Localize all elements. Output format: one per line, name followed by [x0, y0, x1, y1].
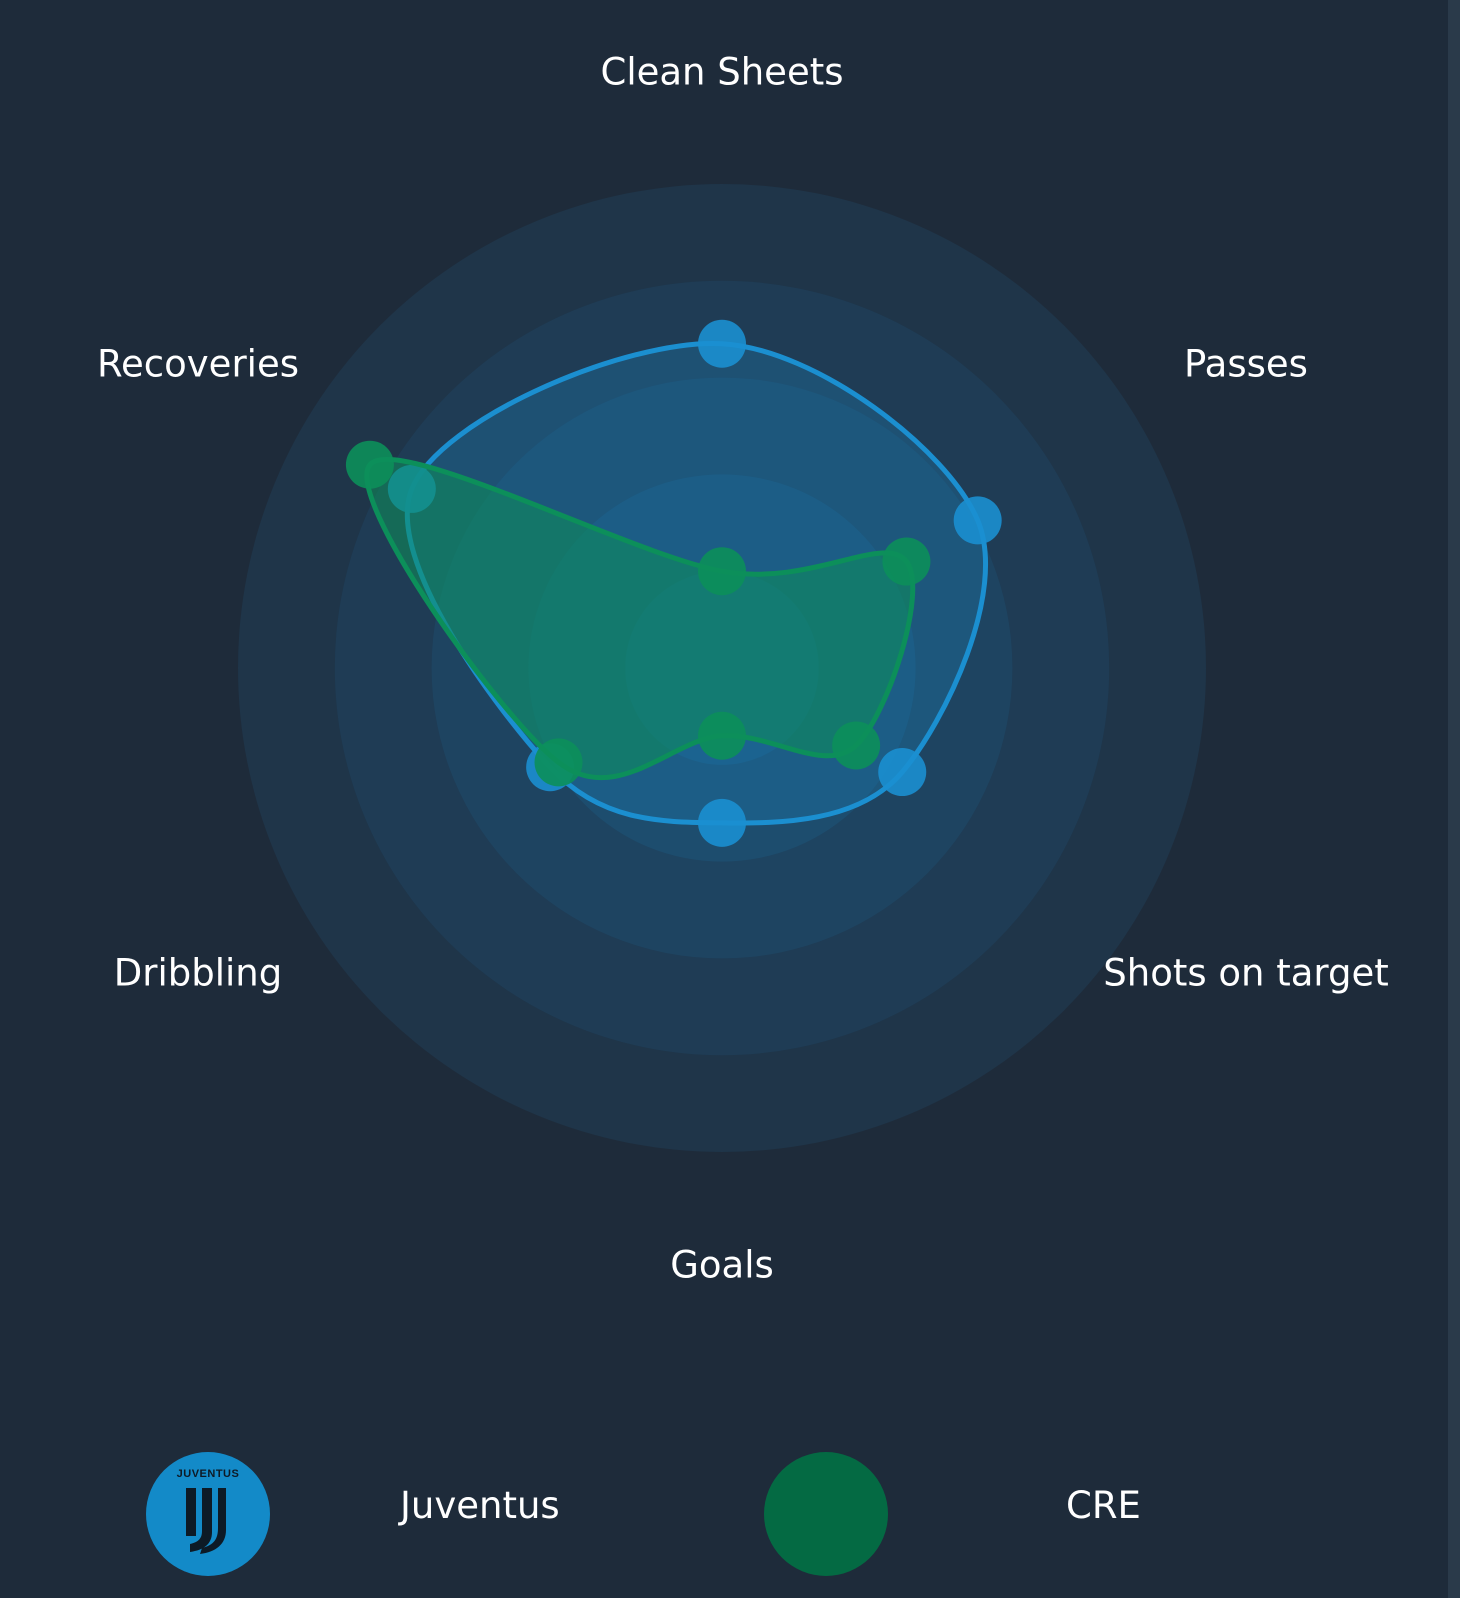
legend-swatch-cre	[764, 1452, 888, 1576]
data-point-cre-dribbling	[534, 738, 583, 787]
axis-label-recoveries: Recoveries	[97, 343, 299, 386]
juventus-crest-caption: JUVENTUS	[176, 1468, 240, 1480]
axis-label-dribbling: Dribbling	[114, 951, 282, 994]
juventus-crest-icon: JUVENTUS	[146, 1452, 270, 1576]
data-point-cre-passes	[882, 537, 931, 586]
data-point-juventus-clean-sheets	[698, 319, 746, 368]
data-point-juventus-shots-on-target	[878, 748, 927, 797]
legend-label-juventus: Juventus	[400, 1484, 560, 1527]
radar-chart: Clean Sheets Passes Shots on target Goals Dr…	[97, 51, 1389, 1287]
axis-label-clean-sheets: Clean Sheets	[600, 51, 843, 94]
chart-legend: JUVENTUS Juventus CRE	[0, 1440, 1430, 1590]
data-point-cre-clean-sheets	[698, 547, 746, 596]
data-point-cre-goals	[698, 711, 746, 760]
axis-label-passes: Passes	[1184, 343, 1308, 386]
legend-label-cre: CRE	[1066, 1484, 1141, 1527]
data-point-cre-shots-on-target	[832, 721, 881, 770]
axis-label-goals: Goals	[670, 1243, 774, 1286]
data-point-cre-recoveries	[345, 440, 394, 489]
scrollbar-track[interactable]	[1448, 0, 1460, 1598]
data-point-juventus-goals	[698, 798, 746, 847]
data-point-juventus-passes	[953, 496, 1002, 545]
axis-label-shots-on-target: Shots on target	[1103, 951, 1388, 994]
